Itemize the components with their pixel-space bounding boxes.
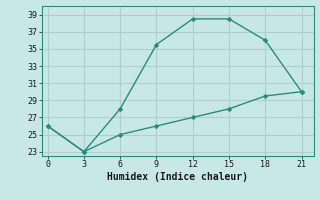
X-axis label: Humidex (Indice chaleur): Humidex (Indice chaleur) xyxy=(107,172,248,182)
